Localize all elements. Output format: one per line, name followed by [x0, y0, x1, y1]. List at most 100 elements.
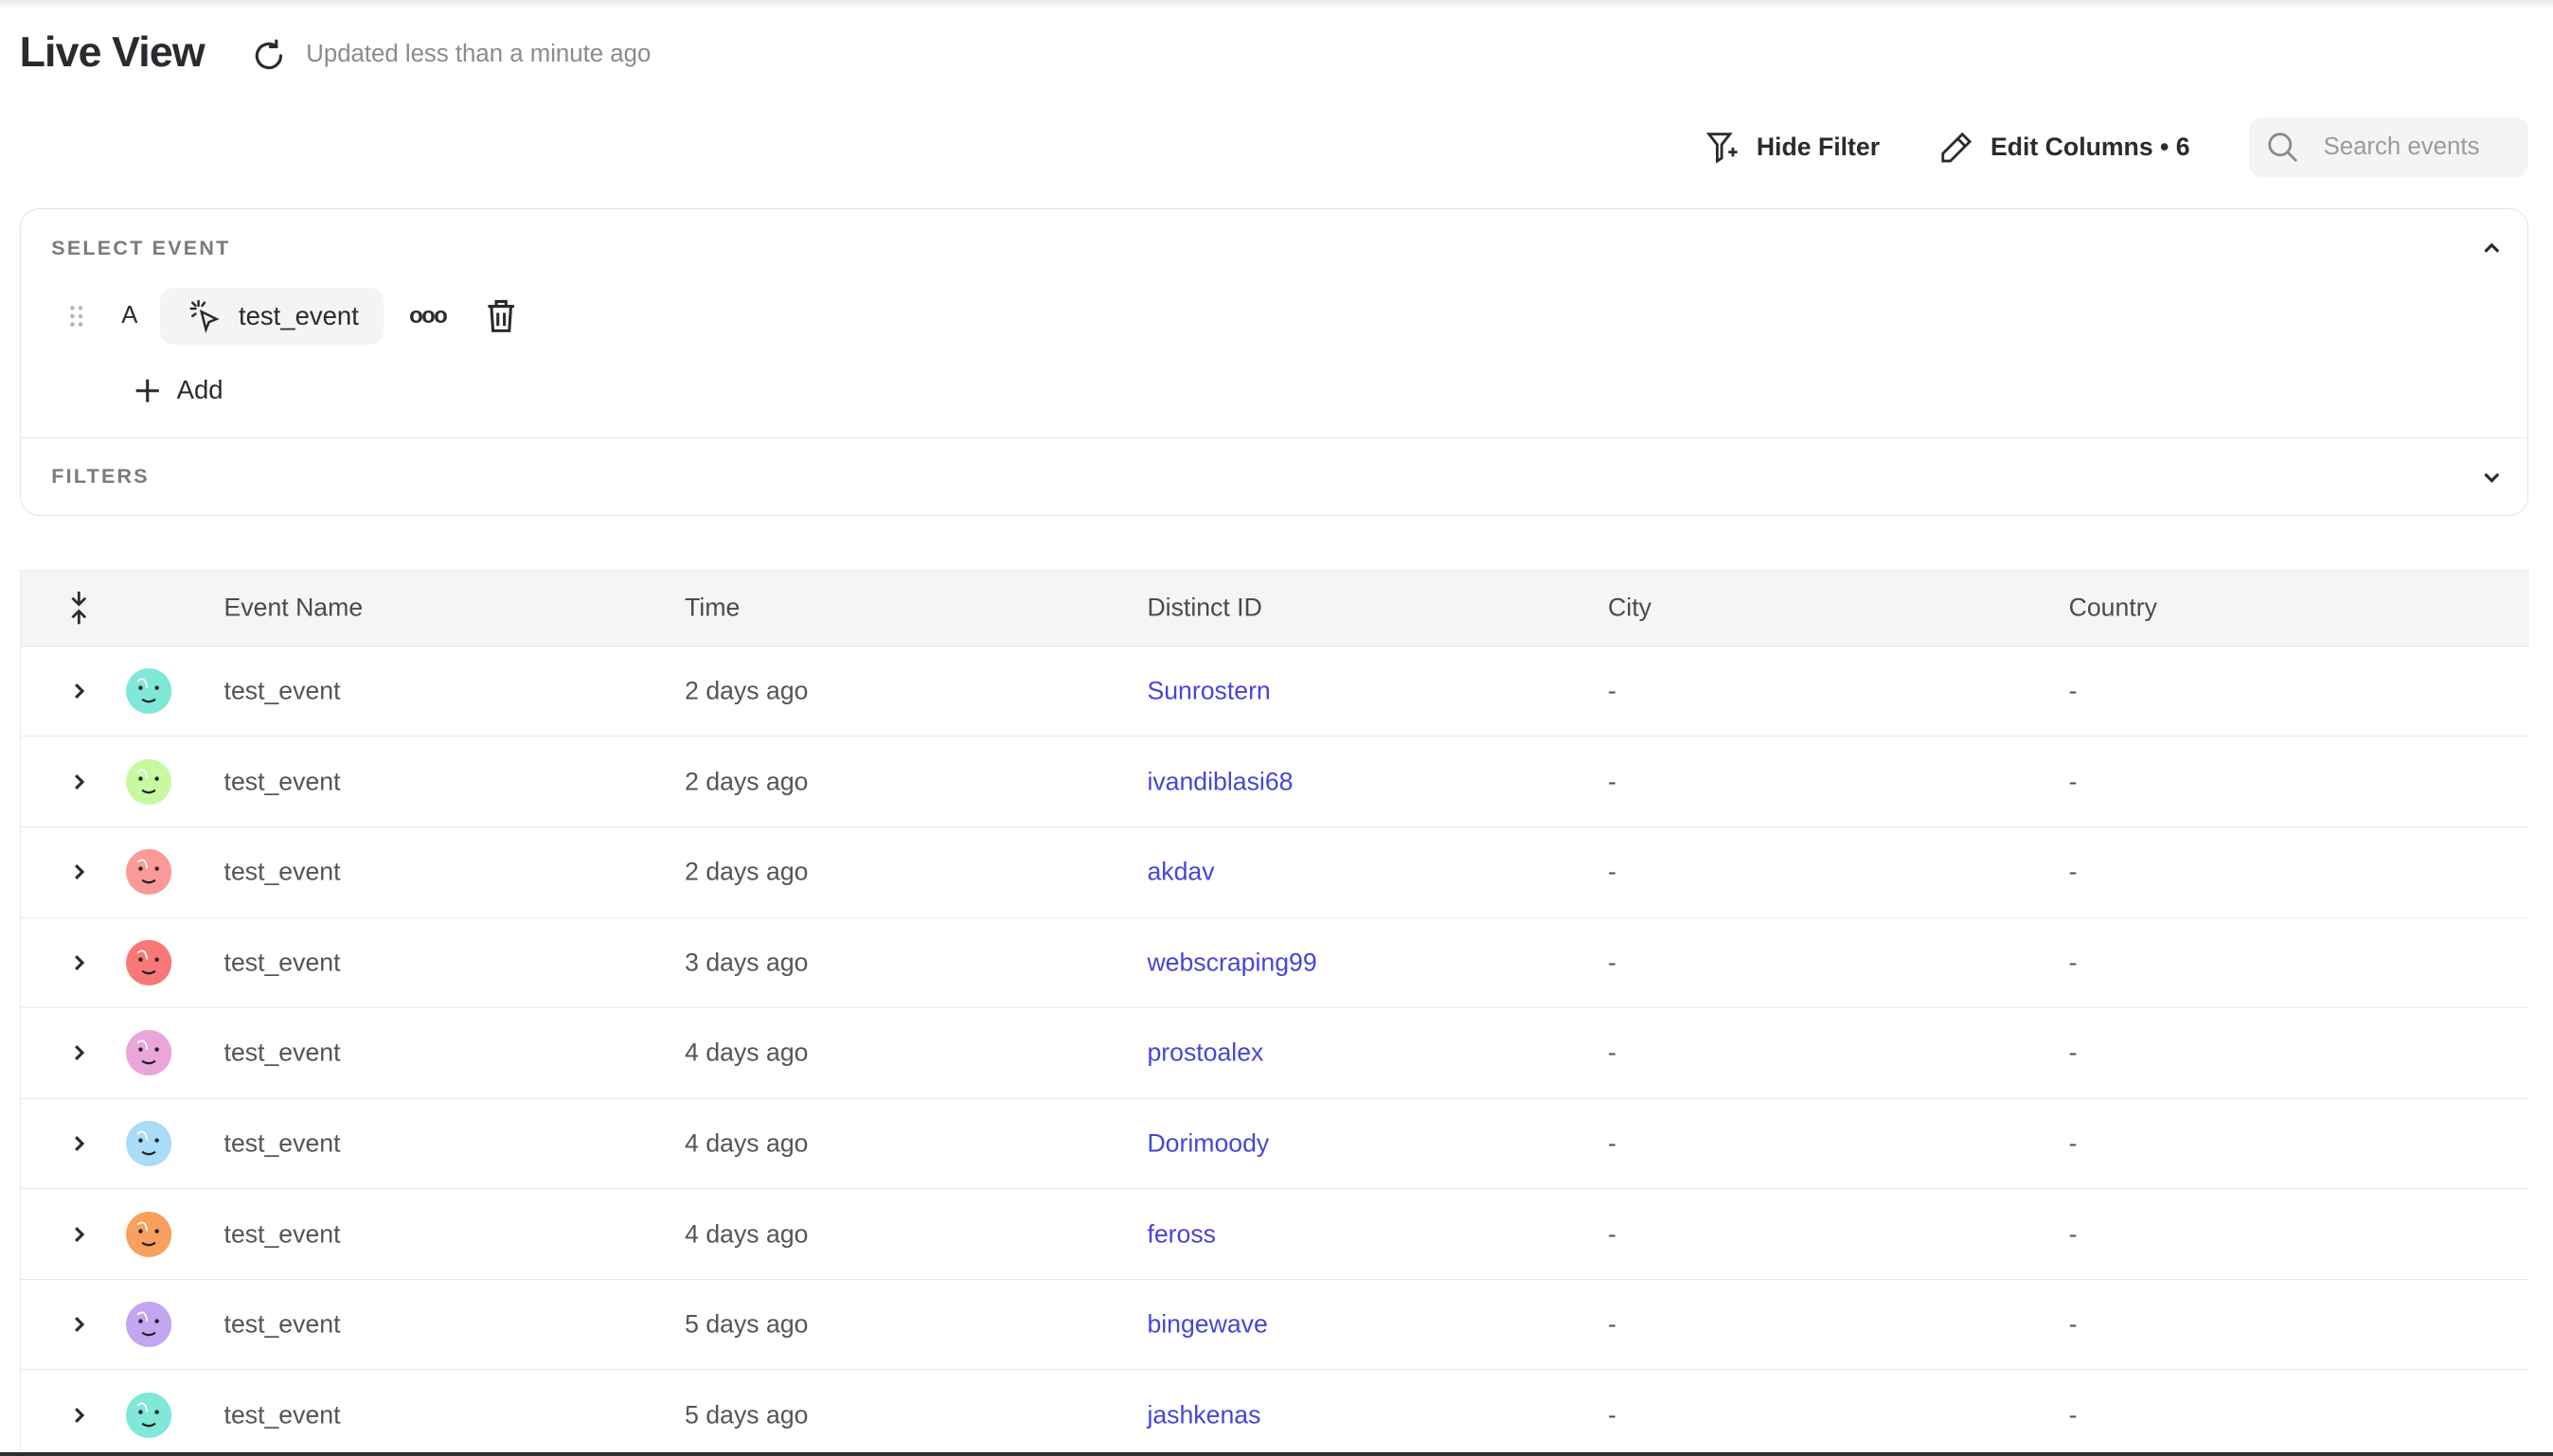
filters-label: FILTERS — [51, 465, 150, 488]
event-name: test_event — [238, 300, 359, 330]
drag-handle-icon[interactable] — [69, 305, 85, 328]
distinct-id-link[interactable]: Dorimoody — [1147, 1128, 1270, 1158]
more-options-icon[interactable]: ooo — [409, 302, 448, 328]
expand-row-icon[interactable] — [71, 1315, 87, 1335]
distinct-id-link[interactable]: prostoalex — [1147, 1038, 1264, 1067]
column-header-time[interactable]: Time — [685, 593, 741, 622]
page-title: Live View — [19, 28, 205, 76]
expand-row-icon[interactable] — [71, 1134, 87, 1154]
city-cell: - — [1608, 1309, 1616, 1339]
plus-icon — [135, 379, 159, 402]
country-cell: - — [2068, 1309, 2078, 1339]
table-row[interactable]: test_event 4 days ago feross - - — [20, 1189, 2530, 1280]
avatar — [126, 1120, 172, 1167]
avatar — [126, 939, 172, 985]
time-cell: 4 days ago — [685, 1128, 809, 1158]
country-cell: - — [2068, 1128, 2078, 1158]
click-cursor-icon — [189, 299, 220, 333]
expand-row-icon[interactable] — [71, 1043, 87, 1063]
search-icon — [2267, 132, 2297, 162]
event-name-cell: test_event — [223, 767, 341, 796]
events-table: Event Name Time Distinct ID City Country… — [19, 569, 2530, 1456]
avatar — [126, 1211, 172, 1257]
city-cell: - — [1608, 1400, 1616, 1429]
chevron-down-icon[interactable] — [2482, 468, 2502, 488]
avatar — [126, 668, 172, 715]
table-row[interactable]: test_event 4 days ago prostoalex - - — [20, 1008, 2530, 1099]
table-header: Event Name Time Distinct ID City Country — [20, 569, 2530, 647]
expand-row-icon[interactable] — [71, 953, 87, 973]
country-cell: - — [2068, 948, 2078, 977]
trash-icon[interactable] — [485, 298, 517, 334]
add-label: Add — [176, 375, 223, 405]
top-shadow — [0, 0, 2553, 10]
avatar — [126, 849, 172, 896]
add-event-button[interactable]: Add — [134, 375, 223, 405]
pencil-icon — [1941, 132, 1973, 163]
event-name-cell: test_event — [223, 948, 341, 977]
table-row[interactable]: test_event 5 days ago jashkenas - - — [21, 1370, 2530, 1456]
distinct-id-link[interactable]: webscraping99 — [1147, 948, 1317, 977]
search-box[interactable] — [2248, 116, 2529, 178]
country-cell: - — [2068, 1219, 2078, 1249]
column-header-city[interactable]: City — [1608, 593, 1651, 622]
table-row[interactable]: test_event 2 days ago Sunrostern - - — [20, 647, 2530, 737]
expand-row-icon[interactable] — [71, 1405, 87, 1425]
distinct-id-link[interactable]: feross — [1147, 1219, 1216, 1249]
event-name-cell: test_event — [223, 676, 341, 705]
distinct-id-link[interactable]: jashkenas — [1147, 1400, 1261, 1429]
avatar — [126, 1392, 172, 1438]
table-row[interactable]: test_event 4 days ago Dorimoody - - — [20, 1099, 2530, 1190]
filter-icon — [1705, 132, 1738, 164]
expand-row-icon[interactable] — [71, 682, 87, 701]
event-name-cell: test_event — [223, 1400, 341, 1429]
column-header-country[interactable]: Country — [2068, 593, 2157, 622]
time-cell: 3 days ago — [685, 948, 809, 977]
search-input[interactable] — [2320, 132, 2507, 163]
hide-filter-button[interactable]: Hide Filter — [1705, 130, 1880, 166]
event-name-cell: test_event — [223, 1038, 341, 1067]
select-event-label: SELECT EVENT — [51, 237, 231, 260]
country-cell: - — [2068, 1400, 2078, 1429]
expand-row-icon[interactable] — [71, 1224, 87, 1244]
city-cell: - — [1608, 948, 1616, 977]
time-cell: 2 days ago — [685, 857, 809, 886]
updated-status: Updated less than a minute ago — [306, 40, 652, 67]
country-cell: - — [2068, 857, 2078, 886]
column-header-distinct-id[interactable]: Distinct ID — [1147, 593, 1262, 622]
time-cell: 4 days ago — [685, 1038, 809, 1067]
country-cell: - — [2068, 676, 2078, 705]
time-cell: 4 days ago — [685, 1219, 809, 1249]
table-row[interactable]: test_event 3 days ago webscraping99 - - — [20, 918, 2530, 1009]
collapse-all-icon[interactable] — [69, 590, 89, 626]
event-name-cell: test_event — [223, 1128, 341, 1158]
chevron-up-icon[interactable] — [2482, 239, 2502, 258]
distinct-id-link[interactable]: ivandiblasi68 — [1147, 767, 1294, 796]
distinct-id-link[interactable]: bingewave — [1147, 1309, 1268, 1339]
table-row[interactable]: test_event 2 days ago akdav - - — [20, 827, 2530, 918]
column-header-event-name[interactable]: Event Name — [223, 593, 364, 622]
panel-divider — [20, 436, 2528, 438]
event-chip[interactable]: test_event — [160, 287, 384, 345]
event-row: A test_event ooo — [69, 287, 518, 345]
event-filter-panel: SELECT EVENT A test_event ooo Add FILTER… — [19, 208, 2529, 517]
country-cell: - — [2068, 1038, 2078, 1067]
avatar — [126, 1302, 172, 1348]
table-row[interactable]: test_event 5 days ago bingewave - - — [20, 1280, 2530, 1371]
edit-columns-label: Edit Columns • 6 — [1990, 133, 2190, 162]
bottom-bar — [0, 1451, 2553, 1456]
distinct-id-link[interactable]: Sunrostern — [1147, 676, 1271, 705]
edit-columns-button[interactable]: Edit Columns • 6 — [1938, 130, 2190, 166]
expand-row-icon[interactable] — [71, 772, 87, 791]
hide-filter-label: Hide Filter — [1756, 133, 1881, 162]
avatar — [126, 758, 172, 805]
event-name-cell: test_event — [223, 857, 341, 886]
distinct-id-link[interactable]: akdav — [1147, 857, 1215, 886]
expand-row-icon[interactable] — [71, 862, 87, 882]
city-cell: - — [1608, 676, 1616, 705]
avatar — [126, 1030, 172, 1076]
refresh-icon[interactable] — [251, 38, 287, 74]
table-row[interactable]: test_event 2 days ago ivandiblasi68 - - — [20, 737, 2530, 827]
event-name-cell: test_event — [223, 1219, 341, 1249]
city-cell: - — [1608, 1128, 1616, 1158]
